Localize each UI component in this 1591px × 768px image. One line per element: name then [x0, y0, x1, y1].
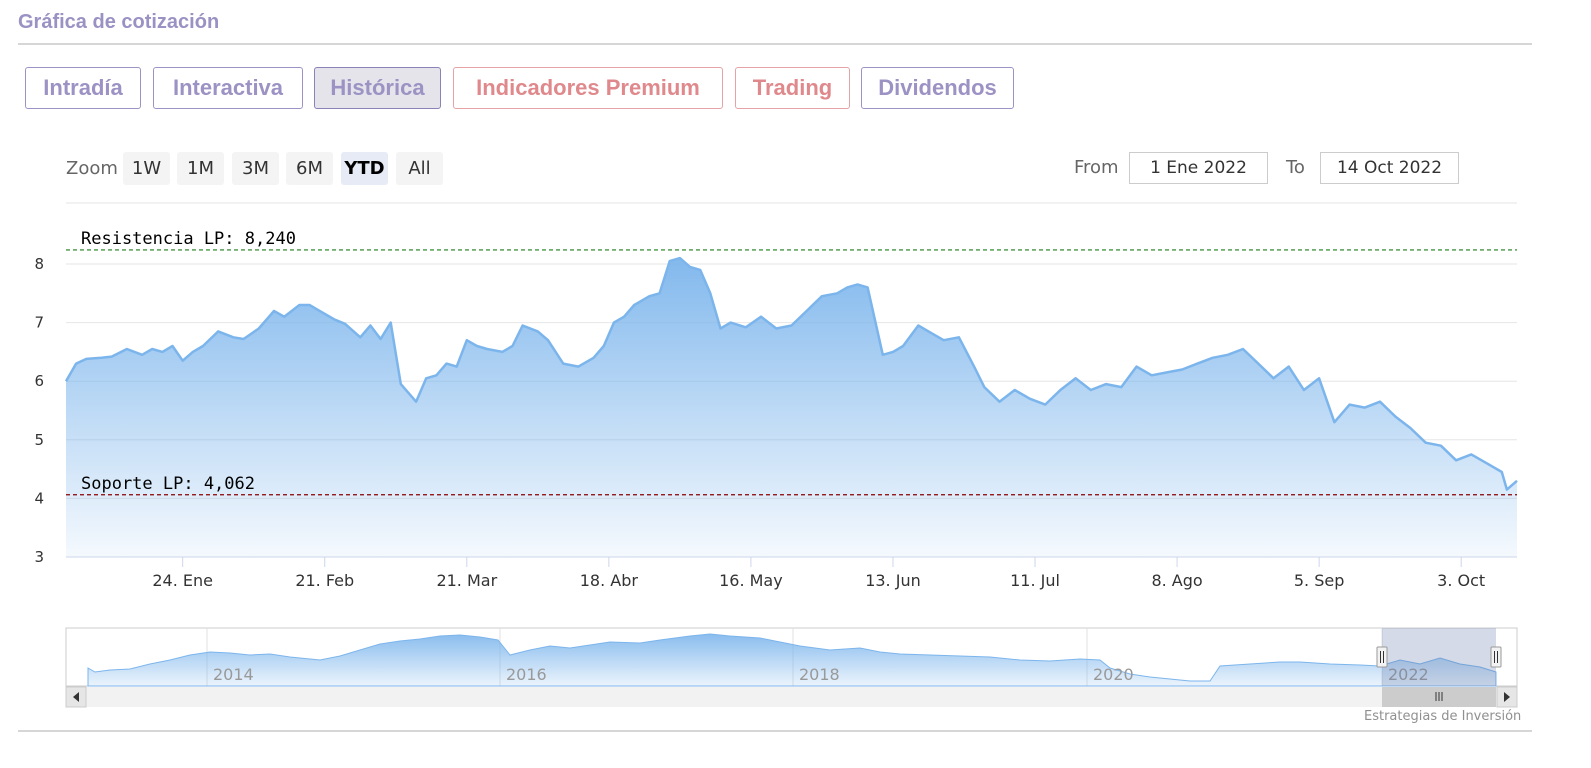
arrow-left-icon — [73, 692, 79, 702]
y-tick-label: 5 — [34, 431, 44, 449]
tab-trading[interactable]: Trading — [735, 67, 850, 109]
navigator-year-label: 2020 — [1093, 665, 1134, 684]
from-date-input[interactable] — [1129, 152, 1268, 184]
y-tick-label: 8 — [34, 255, 44, 273]
navigator-year-labels: 2014 2016 2018 2020 2022 — [213, 665, 1429, 684]
to-date-input[interactable] — [1320, 152, 1459, 184]
x-tick-label: 13. Jun — [865, 571, 921, 590]
navigator-year-label: 2022 — [1388, 665, 1429, 684]
zoom-3m-button[interactable]: 3M — [232, 152, 279, 185]
navigator-year-label: 2016 — [506, 665, 547, 684]
scrollbar-track[interactable] — [66, 687, 1517, 707]
zoom-ytd-button[interactable]: YTD — [341, 152, 388, 185]
plot-line-label: Soporte LP: 4,062 — [81, 474, 255, 494]
navigator-year-label: 2014 — [213, 665, 254, 684]
to-label: To — [1286, 157, 1305, 178]
navigator-series — [87, 633, 1497, 687]
zoom-1w-button[interactable]: 1W — [123, 152, 170, 185]
navigator[interactable]: 2014 2016 2018 2020 2022 — [65, 627, 1518, 687]
tab-dividendos[interactable]: Dividendos — [861, 67, 1014, 109]
arrow-right-icon — [1504, 692, 1510, 702]
chart-credits[interactable]: Estrategias de Inversión — [1364, 709, 1522, 724]
zoom-6m-button[interactable]: 6M — [286, 152, 333, 185]
x-tick-label: 3. Oct — [1437, 571, 1485, 590]
x-tick-label: 21. Mar — [436, 571, 497, 590]
x-tick-label: 16. May — [719, 571, 783, 590]
x-tick-label: 24. Ene — [152, 571, 213, 590]
y-tick-label: 7 — [34, 314, 44, 332]
x-tick-label: 21. Feb — [295, 571, 354, 590]
tab-indicadores-premium[interactable]: Indicadores Premium — [453, 67, 723, 109]
navigator-year-label: 2018 — [799, 665, 840, 684]
navigator-right-handle[interactable] — [1490, 646, 1502, 668]
series-line — [64, 256, 1518, 491]
tab-interactiva[interactable]: Interactiva — [153, 67, 303, 109]
tab-historica[interactable]: Histórica — [314, 67, 441, 109]
zoom-1m-button[interactable]: 1M — [177, 152, 224, 185]
zoom-label: Zoom — [66, 158, 118, 179]
x-tick-label: 11. Jul — [1010, 571, 1060, 590]
title-divider — [18, 43, 1532, 45]
zoom-all-button[interactable]: All — [396, 152, 443, 185]
plot-lines: Resistencia LP: 8,240 Soporte LP: 4,062 — [66, 229, 1517, 496]
x-tick-label: 18. Abr — [580, 571, 639, 590]
plot-line-label: Resistencia LP: 8,240 — [81, 229, 296, 249]
y-tick-label: 3 — [34, 548, 44, 566]
x-tick-label: 5. Sep — [1294, 571, 1345, 590]
y-tick-label: 4 — [34, 489, 44, 507]
navigator-mask[interactable] — [1382, 628, 1496, 686]
bottom-divider — [18, 730, 1532, 732]
y-tick-label: 6 — [34, 372, 44, 390]
scrollbar[interactable] — [65, 686, 1518, 708]
tab-intradia[interactable]: Intradía — [25, 67, 141, 109]
navigator-left-handle[interactable] — [1376, 646, 1388, 668]
x-axis-labels: 24. Ene 21. Feb 21. Mar 18. Abr 16. May 13. J… — [152, 557, 1485, 590]
grip-icon — [1435, 692, 1443, 701]
series-area — [66, 258, 1517, 557]
from-label: From — [1074, 157, 1119, 178]
section-title: Gráfica de cotización — [18, 11, 220, 33]
y-axis-labels: 3 4 5 6 7 8 — [34, 255, 44, 566]
x-tick-label: 8. Ago — [1151, 571, 1202, 590]
